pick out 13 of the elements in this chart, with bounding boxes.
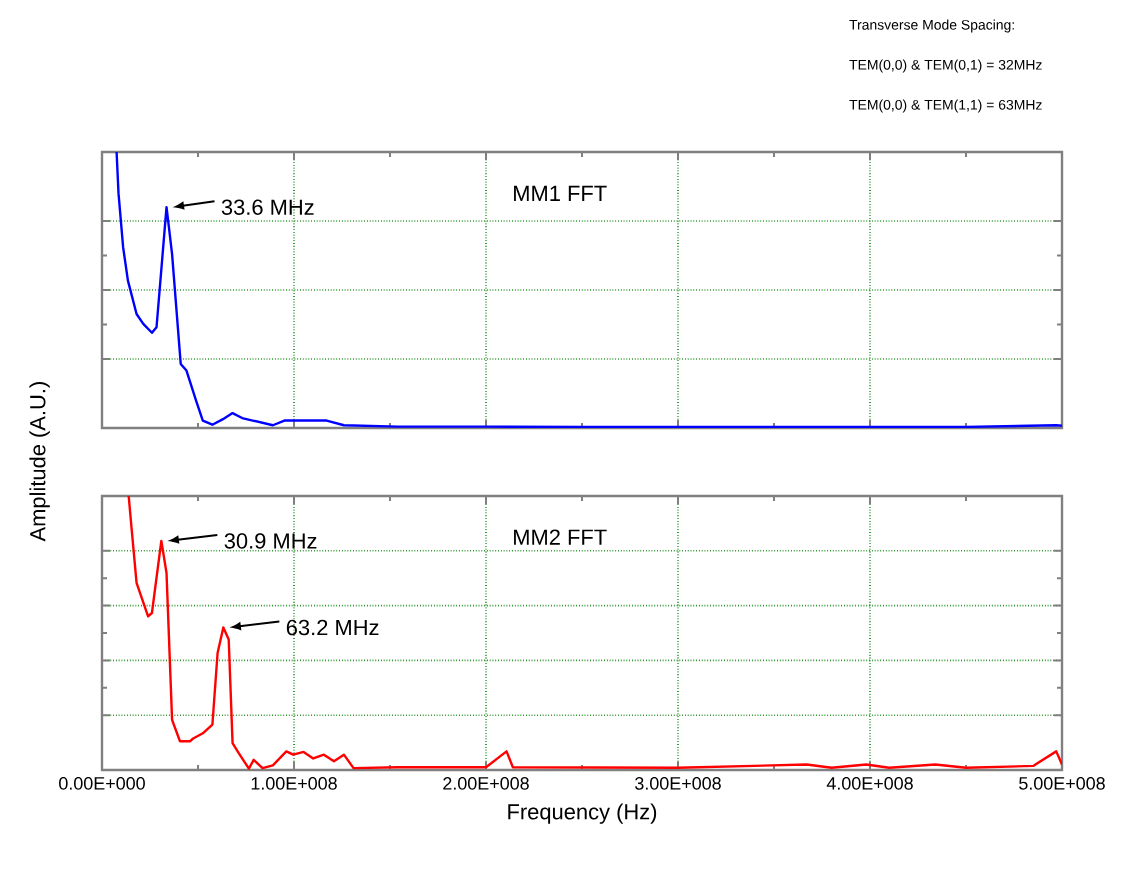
annotation: 33.6 MHz (221, 199, 314, 215)
x-tick-label: 1.00E+008 (251, 777, 337, 790)
x-tick-label: 2.00E+008 (443, 777, 529, 790)
x-tick-label: 4.00E+008 (826, 777, 913, 790)
x-tick-label: 3.00E+008 (635, 777, 721, 790)
text: MM2 FFT (514, 529, 607, 545)
x-axis-title: Frequency (Hz) (508, 803, 657, 824)
y-axis-title: Amplitude (A.U.) (29, 382, 50, 542)
x-tick-label: 0.00E+000 (59, 777, 145, 790)
x-tick-label: 5.00E+008 (1019, 777, 1105, 790)
text: MM1 FFT (514, 185, 607, 201)
annotation: 30.9 MHz (224, 533, 317, 549)
annotation: 63.2 MHz (286, 619, 379, 636)
